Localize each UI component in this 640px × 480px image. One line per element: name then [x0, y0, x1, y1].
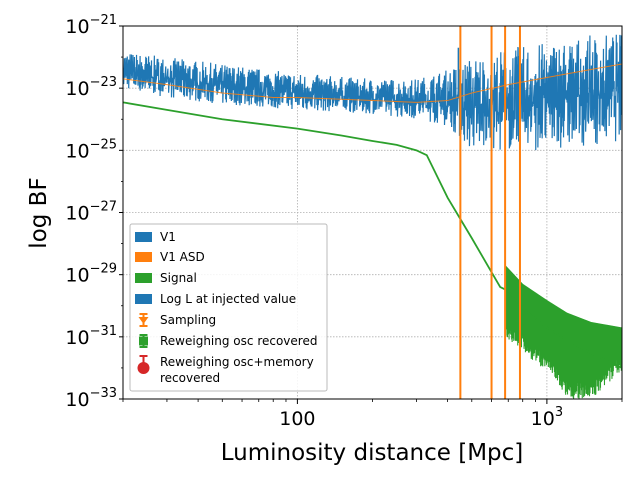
- y-tick-label: 10−27: [65, 200, 117, 225]
- legend-triangle-marker: [138, 317, 149, 324]
- legend-swatch: [135, 273, 152, 283]
- y-tick-exponent: −23: [90, 75, 117, 90]
- y-tick-exponent: −29: [90, 262, 117, 277]
- y-tick-label: 10−25: [65, 137, 117, 162]
- y-tick-base: 10: [65, 389, 89, 411]
- legend-label: Reweighing osc recovered: [160, 334, 317, 348]
- legend-swatch: [135, 294, 152, 304]
- y-tick-base: 10: [65, 265, 89, 287]
- y-tick-label: 10−31: [65, 324, 117, 349]
- signal-oscillation-band: [504, 265, 622, 399]
- y-tick-label: 10−33: [65, 386, 117, 411]
- legend-label: V1: [160, 230, 176, 244]
- y-tick-base: 10: [65, 78, 89, 100]
- legend-swatch: [135, 232, 152, 242]
- x-axis-label: Luminosity distance [Mpc]: [221, 440, 524, 466]
- data-layer: [123, 26, 622, 399]
- y-tick-exponent: −31: [90, 324, 117, 339]
- legend-dot-marker: [137, 362, 150, 374]
- legend-label-line2: recovered: [160, 371, 220, 385]
- y-tick-exponent: −27: [90, 200, 117, 215]
- legend: V1 V1 ASD Signal Log L at injected value Sam…: [129, 223, 328, 392]
- x-tick-label: 100: [279, 408, 315, 430]
- y-tick-label: 10−21: [65, 13, 117, 38]
- signal-series: [123, 101, 622, 369]
- x-tick-exponent: 3: [555, 405, 563, 420]
- legend-box: [129, 223, 328, 392]
- x-tick-base: 10: [531, 408, 555, 430]
- y-tick-base: 10: [65, 140, 89, 162]
- y-tick-exponent: −25: [90, 137, 117, 152]
- legend-label: V1 ASD: [160, 250, 205, 264]
- legend-label: Reweighing osc+memory: [160, 355, 314, 369]
- x-tick-label: 103: [531, 405, 563, 430]
- y-tick-exponent: −21: [90, 13, 117, 28]
- legend-label: Log L at injected value: [160, 292, 296, 306]
- legend-label: Sampling: [160, 313, 216, 327]
- legend-label: Signal: [160, 271, 197, 285]
- y-tick-base: 10: [65, 203, 89, 225]
- legend-square-marker: [139, 336, 148, 346]
- y-tick-label: 10−29: [65, 262, 117, 287]
- v1-asd-series: [123, 63, 622, 103]
- y-tick-base: 10: [65, 16, 89, 38]
- y-axis-label: log BF: [26, 177, 52, 248]
- legend-swatch: [135, 252, 152, 262]
- x-tick-base: 100: [279, 408, 315, 430]
- y-tick-base: 10: [65, 327, 89, 349]
- y-tick-label: 10−23: [65, 75, 117, 100]
- v1-series: [123, 34, 622, 151]
- y-tick-exponent: −33: [90, 386, 117, 401]
